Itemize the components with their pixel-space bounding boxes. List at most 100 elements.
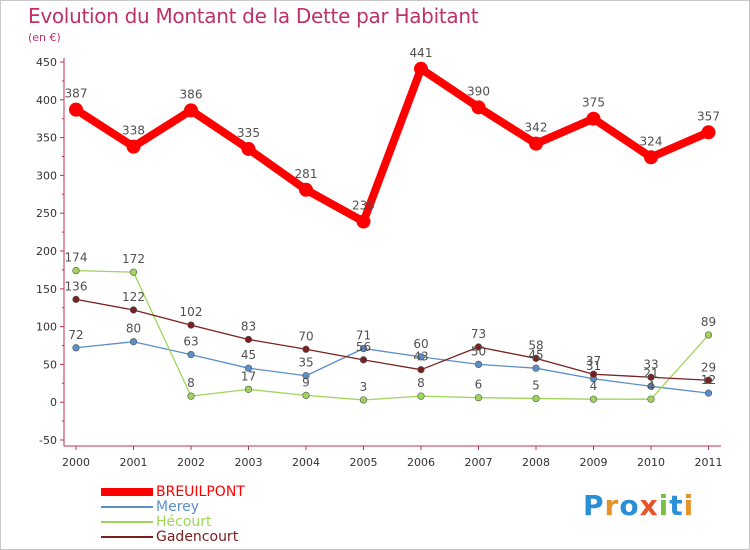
data-label: 386	[180, 87, 203, 101]
data-label: 9	[302, 375, 310, 389]
data-point	[244, 335, 253, 344]
data-point	[359, 344, 368, 353]
y-tick-label: 400	[36, 94, 57, 107]
data-point	[704, 389, 713, 397]
data-point	[184, 103, 198, 118]
data-label: 3	[360, 380, 368, 394]
data-point	[704, 376, 713, 384]
series-line-h-court	[75, 270, 710, 401]
data-label: 174	[65, 251, 88, 265]
data-label: 281	[295, 167, 318, 181]
data-point	[299, 182, 313, 197]
legend: BREUILPONT Merey Hécourt Gadencourt	[101, 484, 341, 545]
data-label: 60	[413, 337, 428, 351]
x-tick-label: 2003	[235, 456, 263, 469]
data-point	[701, 125, 716, 140]
y-tick-label: 150	[36, 283, 57, 296]
x-tick-label: 2001	[120, 456, 148, 469]
data-point	[126, 139, 141, 154]
data-point	[647, 373, 655, 381]
data-label: 6	[475, 378, 483, 392]
data-label: 136	[65, 279, 88, 293]
data-point	[589, 395, 598, 403]
data-label: 43	[413, 350, 428, 364]
data-point	[704, 331, 713, 339]
data-label: 335	[237, 126, 260, 140]
data-label: 8	[417, 376, 425, 390]
data-point	[532, 364, 540, 372]
legend-swatch	[101, 488, 153, 496]
logo-letter: o	[619, 489, 640, 522]
data-label: 342	[525, 121, 548, 135]
series-line-merey	[75, 341, 710, 394]
x-tick-label: 2004	[292, 456, 320, 469]
data-point	[589, 370, 598, 378]
data-point	[356, 214, 371, 229]
data-point	[244, 364, 253, 372]
data-point	[647, 395, 655, 403]
data-label: 71	[356, 329, 371, 343]
series-line-gadencourt	[75, 298, 710, 381]
data-point	[241, 141, 256, 156]
data-point	[302, 391, 310, 399]
logo-letter: r	[604, 489, 620, 522]
data-label: 12	[701, 373, 716, 387]
y-tick-label: -50	[39, 434, 57, 447]
y-tick-label: 350	[36, 132, 57, 145]
data-label: 80	[126, 322, 141, 336]
logo-letter: t	[669, 489, 684, 522]
legend-item: Hécourt	[101, 514, 341, 530]
data-label: 122	[122, 290, 145, 304]
series-layer	[69, 61, 716, 404]
data-point	[474, 343, 483, 351]
data-point	[69, 102, 83, 117]
data-label: 56	[356, 340, 371, 354]
data-point	[129, 306, 138, 314]
data-label: 33	[643, 357, 658, 371]
data-label: 45	[241, 348, 256, 362]
data-point	[72, 295, 80, 303]
logo-letter: i	[658, 489, 670, 522]
data-point	[647, 382, 655, 390]
data-label: 357	[697, 109, 720, 123]
data-label: 5	[532, 378, 540, 392]
data-point	[474, 360, 483, 369]
legend-item: Gadencourt	[101, 529, 341, 545]
legend-label: Gadencourt	[156, 529, 239, 545]
x-tick-label: 2008	[522, 456, 550, 469]
data-point	[302, 345, 310, 353]
data-point	[417, 353, 425, 361]
data-label: 29	[701, 360, 716, 374]
chart-title: Evolution du Montant de la Dette par Hab…	[28, 4, 479, 28]
data-point	[644, 150, 658, 165]
legend-label: BREUILPONT	[156, 484, 245, 500]
data-point	[532, 394, 540, 403]
data-point	[129, 268, 138, 276]
data-point	[244, 385, 253, 393]
data-point	[187, 321, 195, 329]
data-point	[529, 136, 543, 151]
y-tick-label: 50	[43, 358, 57, 371]
logo-letter: P	[583, 489, 605, 522]
data-point	[187, 350, 195, 359]
data-label: 89	[701, 315, 716, 329]
data-label: 72	[68, 328, 83, 342]
data-label: 17	[241, 369, 256, 383]
data-label: 390	[467, 84, 490, 98]
data-label: 338	[122, 124, 145, 138]
data-label: 387	[65, 87, 88, 101]
x-tick-label: 2002	[177, 456, 205, 469]
y-tick-label: 250	[36, 207, 57, 220]
logo-letter: i	[683, 489, 695, 522]
data-label: 31	[586, 359, 601, 373]
data-label: 58	[528, 338, 543, 352]
legend-item: Merey	[101, 499, 341, 515]
legend-label: Merey	[156, 499, 200, 515]
data-label: 8	[187, 376, 195, 390]
y-tick-label: 200	[36, 245, 57, 258]
data-point	[359, 356, 368, 364]
